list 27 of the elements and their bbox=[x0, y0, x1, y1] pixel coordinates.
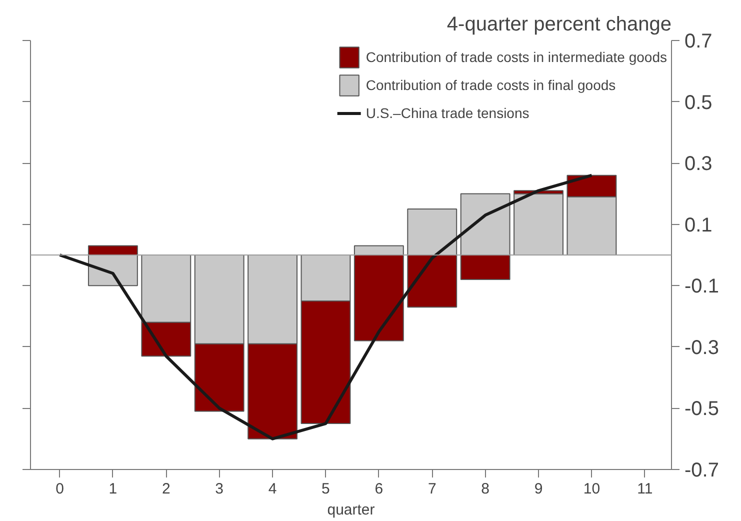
x-tick-label: 8 bbox=[481, 480, 490, 498]
y-tick-label: 0.5 bbox=[684, 92, 712, 114]
x-tick-label: 2 bbox=[162, 480, 170, 498]
y-tick-label: 0.1 bbox=[684, 214, 712, 236]
x-tick-label: 0 bbox=[56, 480, 64, 498]
y-tick-label: -0.3 bbox=[684, 336, 719, 359]
y-tick-label: -0.1 bbox=[684, 276, 719, 298]
x-tick-label: 4 bbox=[268, 480, 277, 498]
x-tick-label: 3 bbox=[215, 480, 224, 498]
bar bbox=[514, 193, 564, 256]
x-tick-label: 11 bbox=[637, 480, 653, 498]
x-tick-label: 6 bbox=[374, 480, 384, 498]
chart-title: 4-quarter percent change bbox=[446, 14, 672, 36]
legend-label: Contribution of trade costs in final goods bbox=[366, 77, 616, 93]
line-series bbox=[58, 174, 594, 440]
x-tick-label: 1 bbox=[108, 480, 118, 498]
x-axis-title: quarter bbox=[327, 502, 375, 518]
y-tick-label: -0.5 bbox=[684, 398, 719, 420]
legend-label: Contribution of trade costs in intermediate goods bbox=[366, 49, 667, 65]
x-tick-label: 5 bbox=[322, 480, 330, 498]
y-tick-label: -0.7 bbox=[684, 460, 719, 482]
x-tick-label: 10 bbox=[583, 480, 600, 498]
x-tick-label: 9 bbox=[534, 480, 543, 498]
y-tick-label: 0.7 bbox=[684, 30, 712, 52]
y-tick-label: 0.3 bbox=[684, 153, 712, 176]
x-tick-label: 7 bbox=[428, 480, 436, 498]
legend-label: U.S.–China trade tensions bbox=[366, 105, 530, 121]
